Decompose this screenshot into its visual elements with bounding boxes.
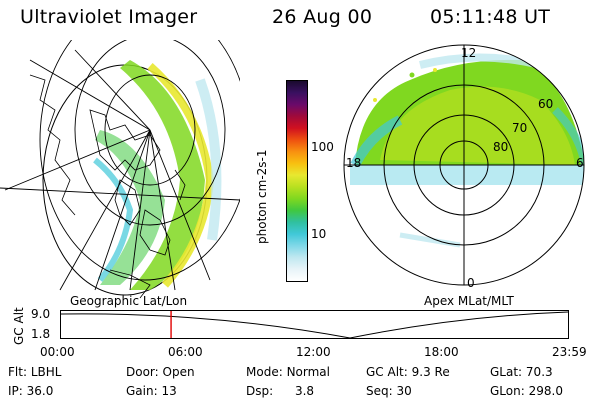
altitude-ytick-bottom: 1.8: [31, 327, 51, 341]
lat-label-60: 60: [538, 97, 554, 111]
ip-info: IP: 36.0: [8, 384, 53, 398]
mode-label: Mode:: [246, 365, 283, 379]
mlt-label-0: 0: [467, 276, 475, 290]
door-label: Door:: [126, 365, 159, 379]
altitude-ytick-top: 9.0: [31, 307, 51, 321]
geographic-map-caption: Geographic Lat/Lon: [70, 294, 188, 308]
ip-value: 36.0: [26, 384, 54, 398]
door-value: Open: [162, 365, 195, 379]
filter-label: Flt:: [8, 365, 27, 379]
dsp-value: 3.8: [294, 384, 315, 398]
filter-value: LBHL: [30, 365, 62, 379]
altitude-xtick-0000: 00:00: [40, 345, 75, 359]
glon-label: GLon:: [490, 384, 525, 398]
altitude-xtick-1800: 18:00: [424, 345, 459, 359]
mlt-label-6: 6: [576, 156, 584, 170]
altitude-xtick-2359: 23:59: [552, 345, 587, 359]
colorbar: [286, 80, 308, 282]
mode-value: Normal: [286, 365, 330, 379]
ip-label: IP:: [8, 384, 23, 398]
altitude-xtick-0600: 06:00: [168, 345, 203, 359]
glat-info: GLat: 70.3: [490, 365, 553, 379]
dsp-label: Dsp:: [246, 384, 274, 398]
altitude-ylabel: GC Alt: [12, 307, 26, 345]
image-time: 05:11:48 UT: [430, 6, 551, 28]
mlt-label-12: 12: [461, 46, 477, 60]
seq-value: 30: [396, 384, 412, 398]
altitude-xtick-1200: 12:00: [296, 345, 331, 359]
gcalt-info: GC Alt: 9.3 Re: [366, 365, 450, 379]
glat-label: GLat:: [490, 365, 523, 379]
door-info: Door: Open: [126, 365, 195, 379]
polar-map-caption: Apex MLat/MLT: [424, 294, 514, 308]
colorbar-tick-100: 100: [311, 140, 334, 154]
gain-label: Gain:: [126, 384, 158, 398]
glat-value: 70.3: [525, 365, 553, 379]
altitude-plot: [60, 310, 569, 339]
gcalt-value: 9.3 Re: [411, 365, 450, 379]
mode-info: Mode: Normal: [246, 365, 330, 379]
seq-info: Seq: 30: [366, 384, 412, 398]
seq-label: Seq:: [366, 384, 393, 398]
polar-map: [343, 44, 585, 286]
glon-value: 298.0: [528, 384, 563, 398]
gain-info: Gain: 13: [126, 384, 177, 398]
lat-label-70: 70: [512, 121, 528, 135]
mlt-label-18: 18: [346, 156, 362, 170]
gain-value: 13: [161, 384, 177, 398]
gcalt-label: GC Alt:: [366, 365, 408, 379]
dsp-info: Dsp: 3.8: [246, 384, 314, 398]
instrument-title: Ultraviolet Imager: [20, 6, 198, 28]
image-date: 26 Aug 00: [272, 6, 373, 28]
colorbar-tick-10: 10: [311, 227, 327, 241]
glon-info: GLon: 298.0: [490, 384, 563, 398]
geographic-map: [0, 40, 240, 299]
colorbar-label: photon cm-2s-1: [255, 149, 269, 245]
filter-info: Flt: LBHL: [8, 365, 61, 379]
lat-label-80: 80: [493, 140, 509, 154]
